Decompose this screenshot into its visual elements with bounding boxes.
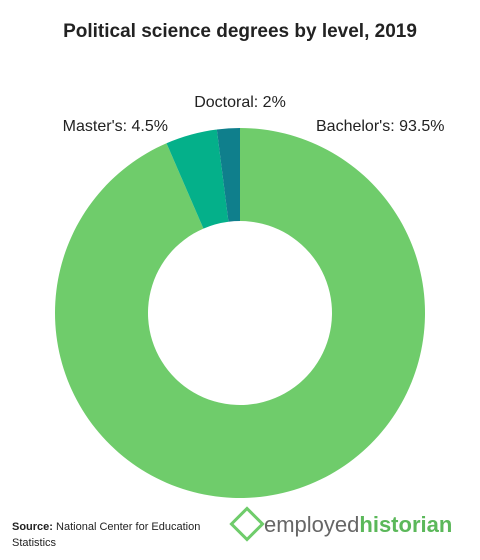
brand-part: employed [264, 512, 359, 537]
source: Source: National Center for Education [12, 521, 200, 533]
donut [54, 128, 426, 498]
logo: employedhistorian [229, 506, 452, 542]
category-label: Master's: [63, 118, 127, 135]
logo-icon [229, 506, 265, 542]
data-label: Doctoral: 2% [194, 94, 286, 111]
source-text: Statistics [12, 537, 57, 549]
brand-part: historian [359, 512, 452, 537]
chart-title: Political science degrees by level, 2019 [63, 21, 417, 42]
donut-slice [54, 128, 426, 498]
category-label: Doctoral: [194, 94, 258, 111]
source-label: Source: [12, 521, 53, 533]
category-label: Bachelor's: [316, 118, 395, 135]
value-label: 4.5% [132, 118, 168, 135]
value-label: 2% [263, 94, 286, 111]
data-label: Bachelor's: 93.5% [316, 118, 444, 135]
source-text: National Center for Education [56, 521, 200, 533]
donut-slice [166, 129, 229, 229]
value-label: 93.5% [399, 118, 444, 135]
donut-slice [216, 128, 240, 222]
data-label: Master's: 4.5% [63, 118, 168, 135]
brand: employedhistorian [264, 512, 452, 537]
